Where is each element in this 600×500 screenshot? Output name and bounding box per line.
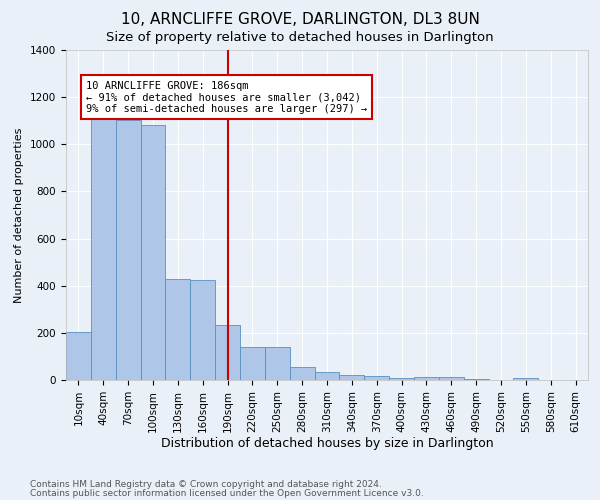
Bar (439, 377, 464, 380)
Bar (514, 378, 538, 380)
Bar (414, 377, 439, 380)
Bar (240, 347, 265, 380)
Bar (91, 118, 116, 380)
Text: 10, ARNCLIFFE GROVE, DARLINGTON, DL3 8UN: 10, ARNCLIFFE GROVE, DARLINGTON, DL3 8UN (121, 12, 479, 28)
Bar (265, 347, 290, 380)
Bar (116, 120, 140, 380)
Bar (66, 332, 91, 380)
Bar (364, 376, 389, 380)
Text: Contains public sector information licensed under the Open Government Licence v3: Contains public sector information licen… (30, 488, 424, 498)
Bar (215, 324, 240, 380)
Text: Size of property relative to detached houses in Darlington: Size of property relative to detached ho… (106, 31, 494, 44)
Y-axis label: Number of detached properties: Number of detached properties (14, 128, 25, 302)
Bar (140, 126, 166, 380)
Text: Contains HM Land Registry data © Crown copyright and database right 2024.: Contains HM Land Registry data © Crown c… (30, 480, 382, 489)
Bar (190, 280, 215, 380)
Bar (464, 379, 488, 380)
X-axis label: Distribution of detached houses by size in Darlington: Distribution of detached houses by size … (161, 438, 493, 450)
Bar (389, 378, 414, 380)
Bar (314, 372, 340, 380)
Bar (340, 376, 364, 380)
Bar (166, 278, 190, 380)
Bar (290, 367, 314, 380)
Text: 10 ARNCLIFFE GROVE: 186sqm
← 91% of detached houses are smaller (3,042)
9% of se: 10 ARNCLIFFE GROVE: 186sqm ← 91% of deta… (86, 80, 367, 114)
